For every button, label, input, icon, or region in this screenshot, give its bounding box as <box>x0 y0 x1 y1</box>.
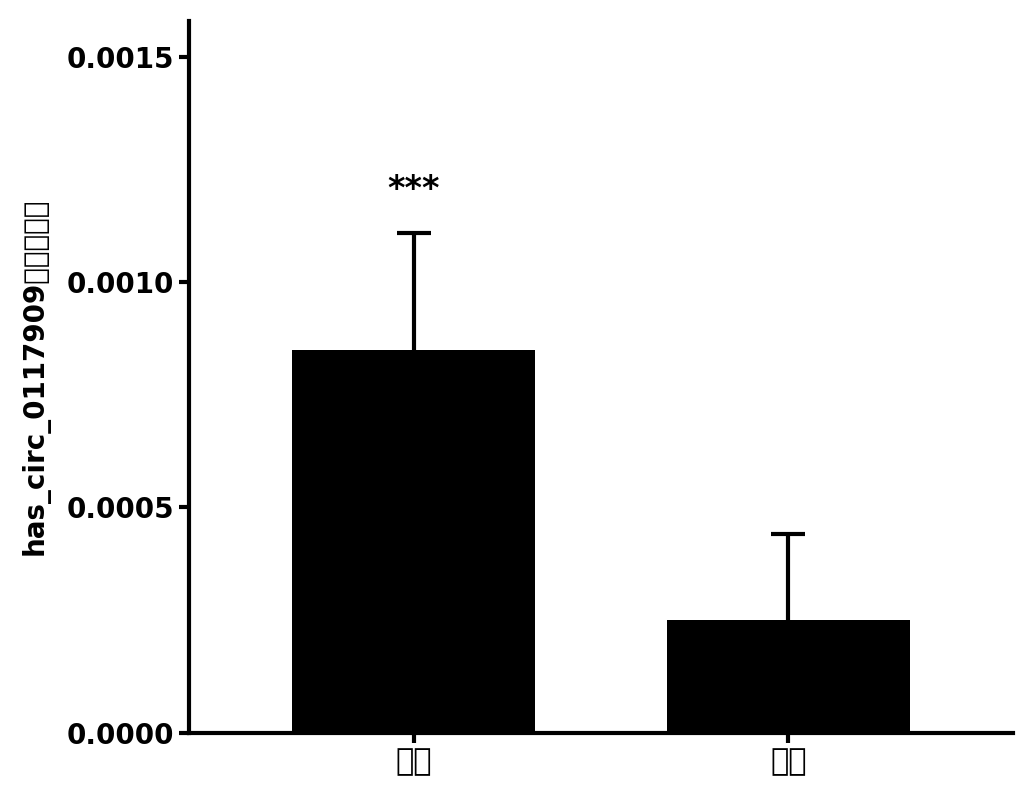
Y-axis label: has_circ_0117909的表达水平: has_circ_0117909的表达水平 <box>21 198 50 556</box>
Bar <box>292 350 536 732</box>
Bar <box>667 620 910 732</box>
Text: ***: *** <box>388 172 439 206</box>
